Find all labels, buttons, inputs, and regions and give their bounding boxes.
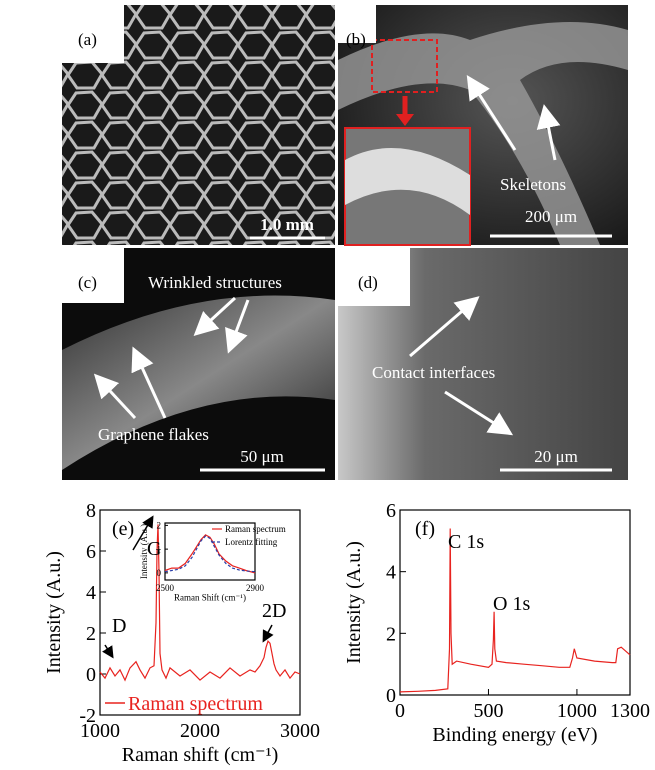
scale-text: 50 μm xyxy=(240,447,284,466)
y-tick-label: 2 xyxy=(157,521,162,531)
y-axis-label: Intensity (A.u.) xyxy=(343,541,365,664)
annotation: D xyxy=(112,615,126,637)
annotation: C 1s xyxy=(448,531,484,553)
y-tick-label: -2 xyxy=(79,705,96,727)
annotation: 2D xyxy=(262,600,286,622)
x-tick-label: 3000 xyxy=(280,720,320,742)
y-tick-label: 0 xyxy=(86,664,96,686)
y-axis-label: Intensity (A.u.) xyxy=(43,551,65,674)
x-tick-label: 1000 xyxy=(557,700,597,722)
annotation: Graphene flakes xyxy=(98,425,209,444)
y-axis-label: Intensity (A.u.) xyxy=(139,524,149,579)
x-tick-label: 2000 xyxy=(180,720,220,742)
x-tick-label: 500 xyxy=(473,700,503,722)
x-axis-label: Binding energy (eV) xyxy=(432,724,597,746)
y-tick-label: 0 xyxy=(157,568,162,578)
y-tick-label: 0 xyxy=(386,685,396,707)
x-tick-label: 2500 xyxy=(156,583,175,593)
x-axis-label: Raman Shift (cm⁻¹) xyxy=(174,593,246,603)
y-tick-label: 6 xyxy=(86,541,96,563)
annotation: Skeletons xyxy=(500,175,566,194)
panel-label: (d) xyxy=(358,273,378,292)
y-tick-label: 4 xyxy=(86,582,96,604)
annotation: Contact interfaces xyxy=(372,363,495,382)
annotation: O 1s xyxy=(493,593,530,615)
legend-label: Lorentz fitting xyxy=(225,537,278,547)
y-tick-label: 8 xyxy=(86,500,96,522)
y-tick-label: 4 xyxy=(386,562,396,584)
annotation: Wrinkled structures xyxy=(148,273,282,292)
scale-text: 1.0 mm xyxy=(260,215,314,234)
panel-label: (b) xyxy=(346,30,366,49)
y-tick-label: 6 xyxy=(386,500,396,522)
figure: (a) 1.0 mm (b) Skeletons 200 μm (c) Wrin… xyxy=(0,0,655,770)
scale-text: 20 μm xyxy=(534,447,578,466)
y-tick-label: 1 xyxy=(157,544,162,554)
panel-label: (a) xyxy=(78,30,97,49)
x-tick-label: 2900 xyxy=(246,583,265,593)
legend-label: Raman spectrum xyxy=(128,693,263,715)
x-tick-label: 1300 xyxy=(610,700,650,722)
annotation: (e) xyxy=(112,518,134,540)
x-axis-label: Raman shift (cm⁻¹) xyxy=(122,744,279,766)
panel-label: (c) xyxy=(78,273,97,292)
x-tick-label: 0 xyxy=(395,700,405,722)
y-tick-label: 2 xyxy=(386,623,396,645)
scale-text: 200 μm xyxy=(525,207,577,226)
annotation: (f) xyxy=(415,518,435,540)
y-tick-label: 2 xyxy=(86,623,96,645)
legend-label: Raman spectrum xyxy=(225,524,286,534)
